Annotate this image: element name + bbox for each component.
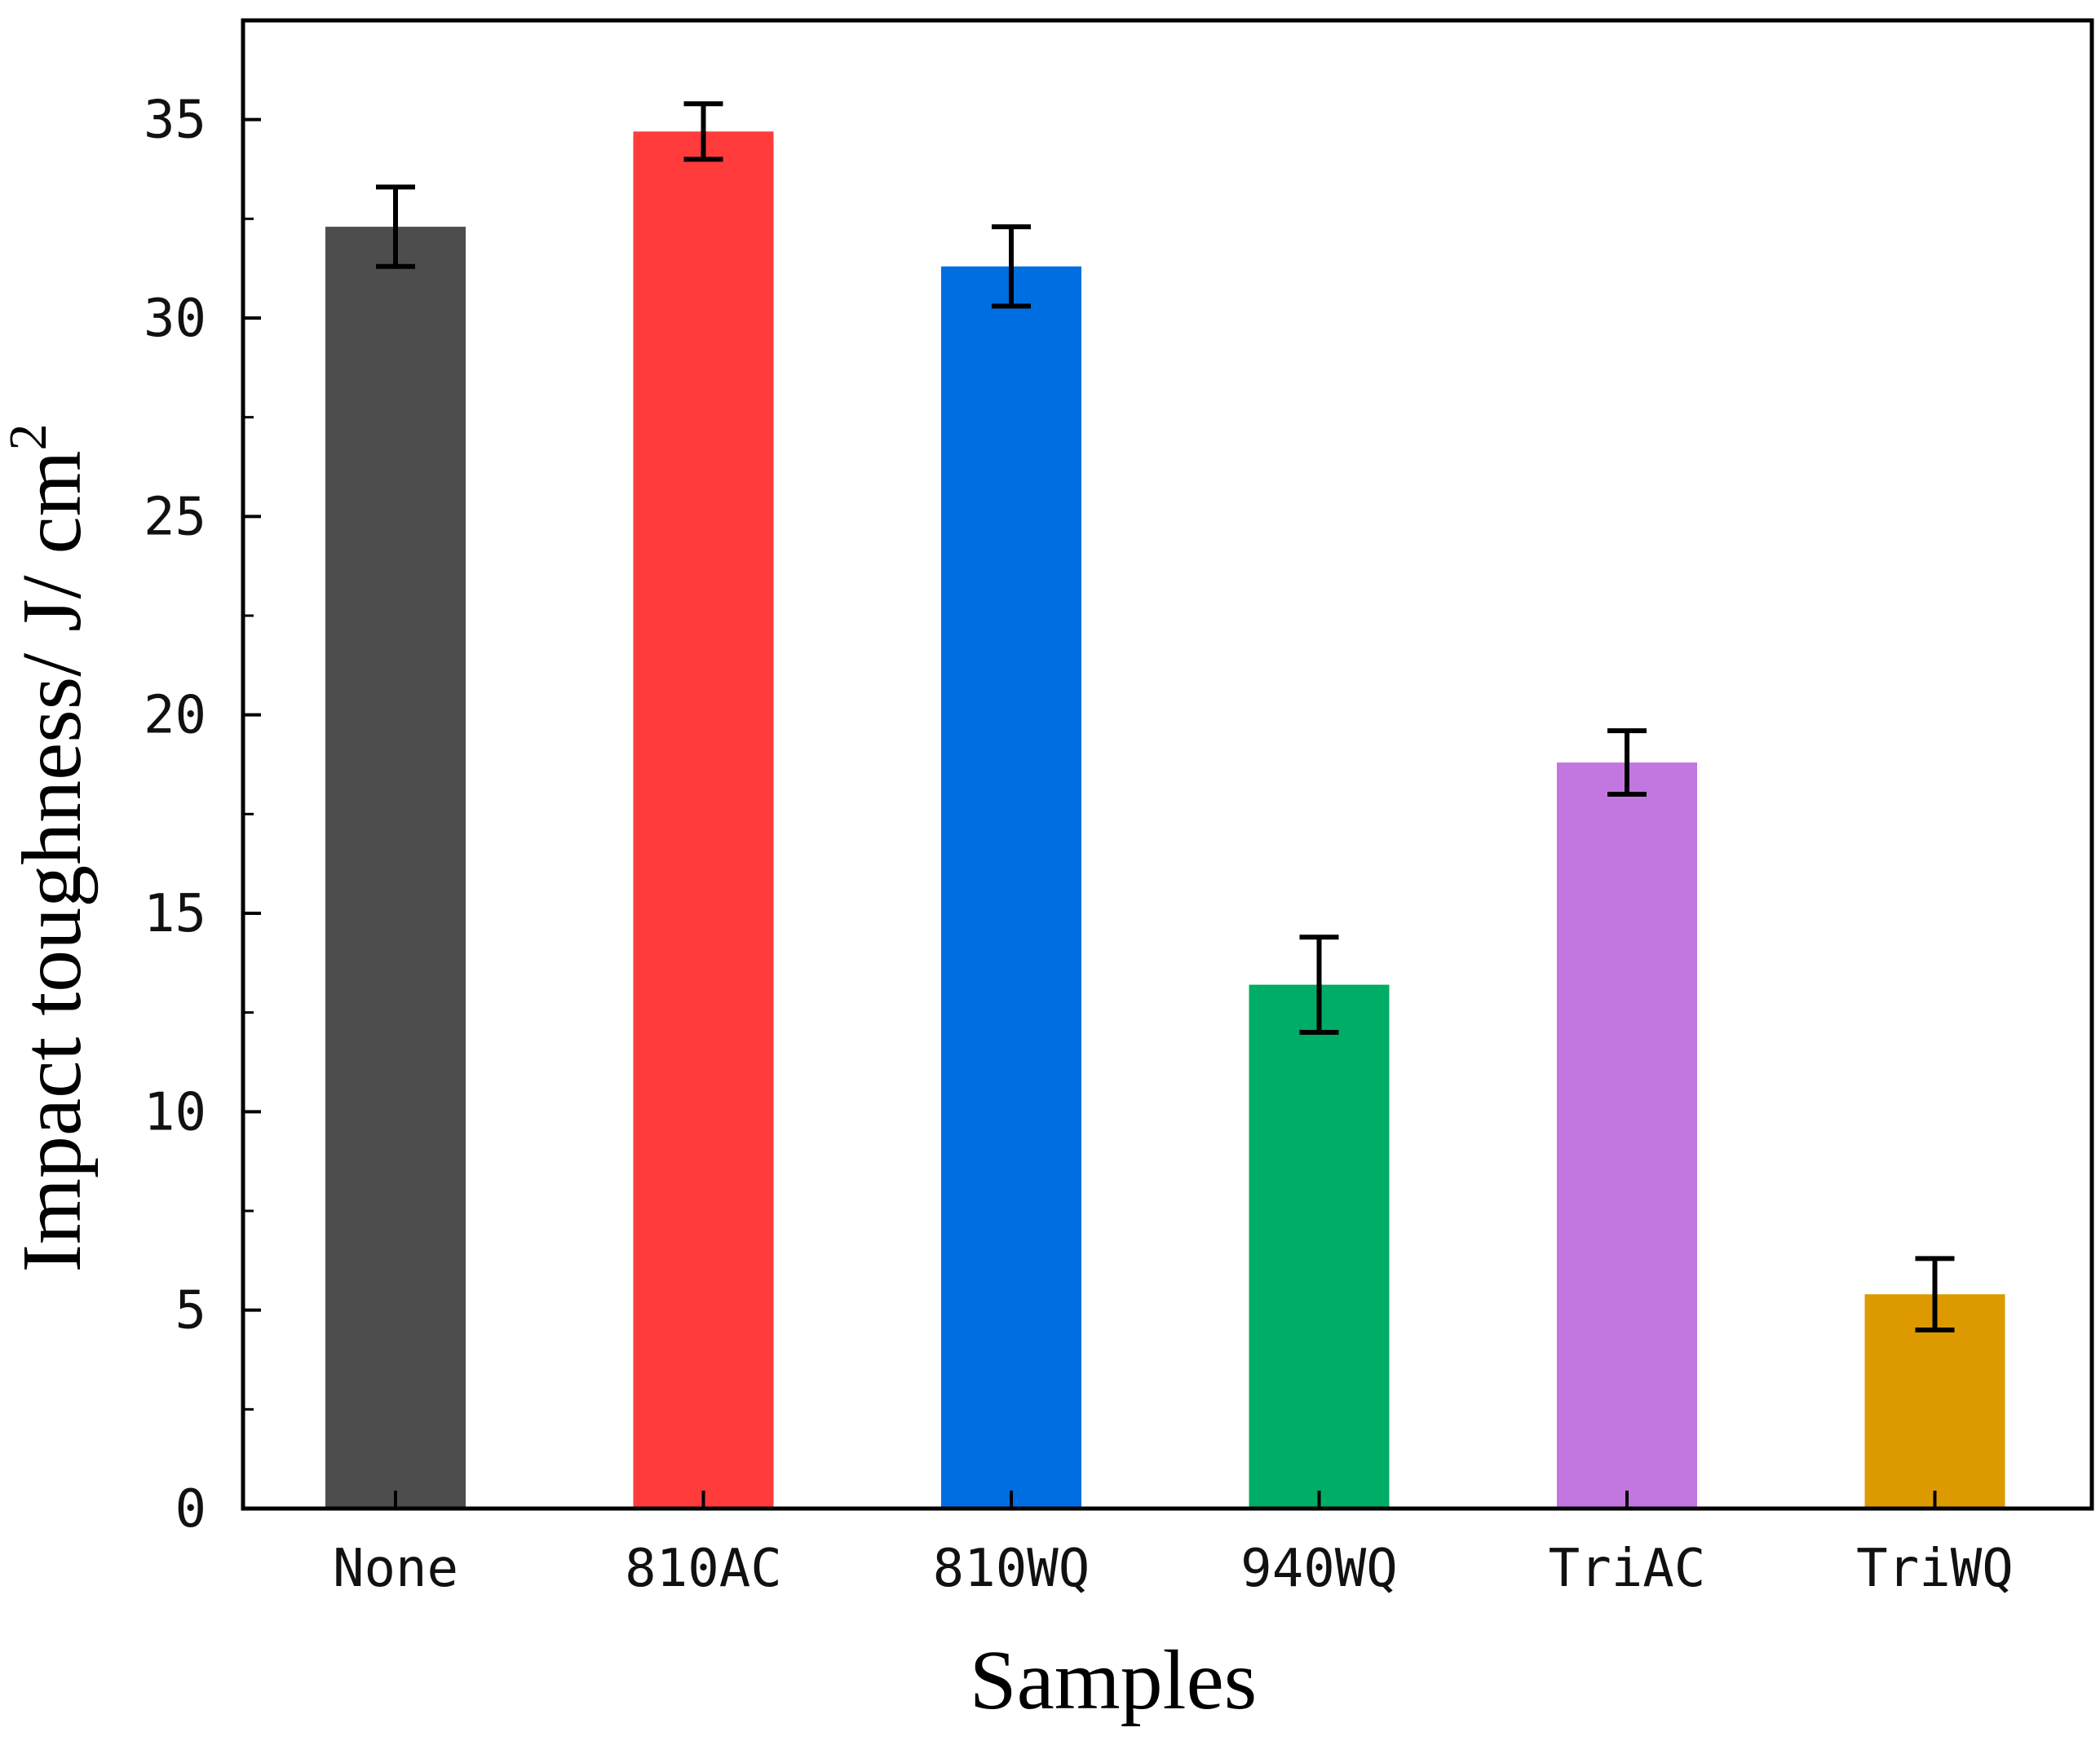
- bar-810ac: [633, 131, 774, 1509]
- y-axis-title: Impact toughness/ J/ cm2: [0, 423, 99, 1272]
- y-axis: 0 5 10 15 20 25 30 35: [144, 91, 261, 1540]
- y-tick-label-30: 30: [144, 289, 206, 349]
- y-axis-title-main: Impact toughness/ J/ cm: [5, 450, 99, 1272]
- x-tick-label-810wq: 810WQ: [933, 1539, 1090, 1599]
- x-tick-label-810ac: 810AC: [625, 1539, 782, 1599]
- x-tick-label-triwq: TriWQ: [1856, 1539, 2014, 1599]
- x-tick-label-none: None: [333, 1539, 458, 1599]
- y-tick-label-25: 25: [144, 487, 206, 547]
- x-axis-title: Samples: [970, 1633, 1257, 1727]
- bar-940wq: [1249, 984, 1390, 1509]
- y-tick-label-35: 35: [144, 91, 206, 151]
- bar-triac: [1557, 762, 1697, 1509]
- x-axis: None 810AC 810WQ 940WQ TriAC TriWQ: [333, 1491, 2014, 1599]
- y-tick-label-20: 20: [144, 686, 206, 746]
- y-tick-label-10: 10: [144, 1082, 206, 1142]
- x-tick-label-940wq: 940WQ: [1240, 1539, 1398, 1599]
- bar-none: [325, 227, 466, 1509]
- y-tick-label-15: 15: [144, 884, 206, 944]
- plot-frame: [241, 18, 2094, 1511]
- x-tick-label-triac: TriAC: [1549, 1539, 1706, 1599]
- y-axis-title-superscript: 2: [0, 423, 58, 450]
- y-tick-label-5: 5: [175, 1281, 206, 1341]
- error-bars-layer: [376, 101, 1955, 1332]
- y-tick-label-0: 0: [175, 1479, 206, 1540]
- bars-layer: [325, 131, 2005, 1509]
- bar-810wq: [941, 266, 1081, 1509]
